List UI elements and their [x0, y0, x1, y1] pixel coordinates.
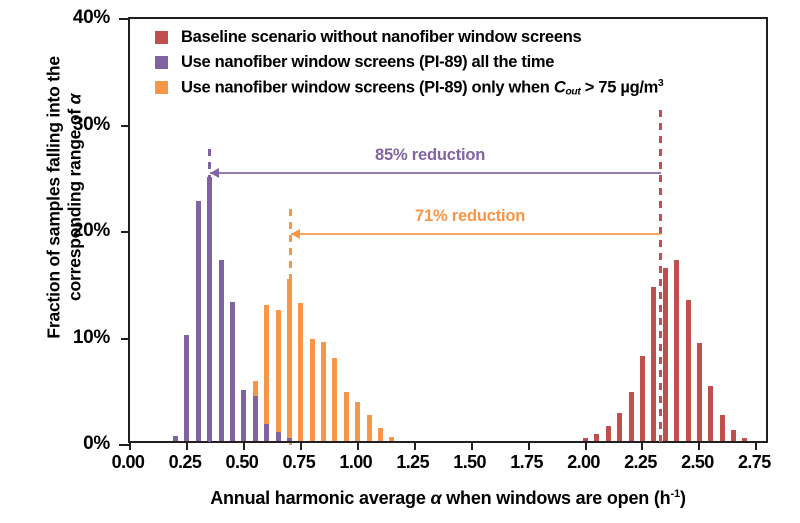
x-axis-title-alpha: α [430, 488, 442, 508]
x-axis-title: Annual harmonic average α when windows a… [128, 488, 768, 509]
bar [674, 259, 680, 441]
bar [229, 301, 235, 441]
arrow-line-orange-reduction [290, 233, 661, 236]
bar [628, 392, 634, 441]
x-tick-label: 1.50 [453, 452, 486, 472]
legend-swatch-icon [155, 31, 168, 44]
y-axis-title-line1: Fraction of samples falling into the [43, 56, 64, 339]
legend-swatch-icon [155, 81, 168, 94]
x-tick-label: 2.50 [681, 452, 714, 472]
bar [241, 389, 247, 441]
bar [321, 341, 327, 441]
arrow-line-purple-reduction [209, 172, 661, 175]
bar [389, 436, 395, 441]
bar [252, 396, 258, 441]
x-tick-label: 0.50 [225, 452, 259, 472]
y-axis-title-alpha: α [65, 93, 85, 105]
bar [594, 433, 600, 441]
x-tick [698, 441, 701, 450]
legend-item-label: Baseline scenario without nanofiber wind… [181, 28, 582, 46]
bar [639, 355, 645, 441]
x-tick [470, 441, 473, 450]
annotation-label-purple-reduction: 85% reduction [375, 146, 486, 165]
legend-item-label: Use nanofiber window screens (PI-89) onl… [181, 77, 664, 98]
x-tick-label: 1.25 [396, 452, 429, 472]
bar [264, 304, 270, 441]
x-tick-label: 0.75 [282, 452, 316, 472]
x-tick-label: 2.00 [567, 452, 600, 472]
bar [742, 437, 748, 441]
x-tick [356, 441, 359, 450]
arrow-head-purple-reduction [209, 168, 219, 179]
bar [719, 415, 725, 441]
bar [617, 413, 623, 441]
bar [685, 300, 691, 441]
y-tick [121, 337, 130, 340]
x-axis-title-exponent: -1 [670, 488, 680, 500]
plot-area: 0% 10% 20% 30% 40% 85% reduction 71% reductio… [73, 7, 768, 454]
legend-swatch-icon [155, 56, 168, 69]
y-tick-label: 20% [72, 220, 110, 241]
x-tick [755, 441, 758, 450]
legend-item[interactable]: Use nanofiber window screens (PI-89) all… [155, 51, 663, 74]
bar [298, 302, 304, 441]
x-tick-label: 2.75 [738, 452, 771, 472]
bar [195, 201, 201, 441]
legend-item[interactable]: Baseline scenario without nanofiber wind… [155, 26, 663, 49]
x-tick-label: 0.25 [168, 452, 202, 472]
x-tick-label: 1.75 [510, 452, 543, 472]
legend: Baseline scenario without nanofiber wind… [155, 26, 664, 101]
x-tick [185, 441, 188, 450]
y-tick [121, 124, 130, 127]
x-tick [641, 441, 644, 450]
bar [264, 423, 270, 441]
x-tick [413, 441, 416, 450]
bar [708, 385, 714, 441]
bar [583, 437, 589, 441]
reference-line-purple-mean [208, 148, 212, 445]
legend-item[interactable]: Use nanofiber window screens (PI-89) onl… [155, 76, 664, 99]
arrow-head-orange-reduction [290, 229, 300, 240]
bar [275, 432, 281, 441]
x-tick [242, 441, 245, 450]
y-tick [121, 231, 130, 233]
bar [605, 426, 611, 441]
bar [696, 343, 702, 441]
x-tick [584, 441, 587, 450]
y-tick-label: 40% [72, 7, 110, 28]
bar [332, 357, 338, 441]
bar [218, 259, 224, 441]
bar [731, 430, 737, 441]
reference-line-orange-mean [289, 208, 293, 445]
x-tick-label: 1.00 [339, 452, 373, 472]
bar [355, 401, 361, 441]
bar [309, 338, 315, 441]
y-tick-label: 30% [72, 113, 110, 135]
x-tick [129, 441, 131, 450]
x-axis-title-prefix: Annual harmonic average [210, 488, 431, 508]
y-tick [119, 18, 130, 20]
y-tick-label: 10% [72, 326, 110, 348]
x-tick [299, 441, 302, 450]
bar [378, 428, 384, 441]
x-axis-title-mid: when windows are open (h [441, 488, 671, 508]
bar [343, 392, 349, 441]
y-tick-label: 0% [83, 433, 110, 454]
x-axis-title-suffix: ) [680, 488, 686, 508]
bar [662, 268, 668, 441]
bar [366, 415, 372, 441]
y-tick [119, 444, 130, 446]
x-tick-label: 0.00 [111, 452, 145, 472]
bar [651, 286, 657, 441]
x-tick-label: 2.25 [624, 452, 657, 472]
bar [275, 310, 281, 441]
annotation-label-orange-reduction: 71% reduction [415, 207, 526, 226]
bar [173, 435, 179, 441]
legend-item-label: Use nanofiber window screens (PI-89) all… [181, 53, 555, 71]
bar [184, 334, 190, 441]
reference-line-red-mean [659, 109, 663, 445]
x-tick [527, 441, 530, 450]
